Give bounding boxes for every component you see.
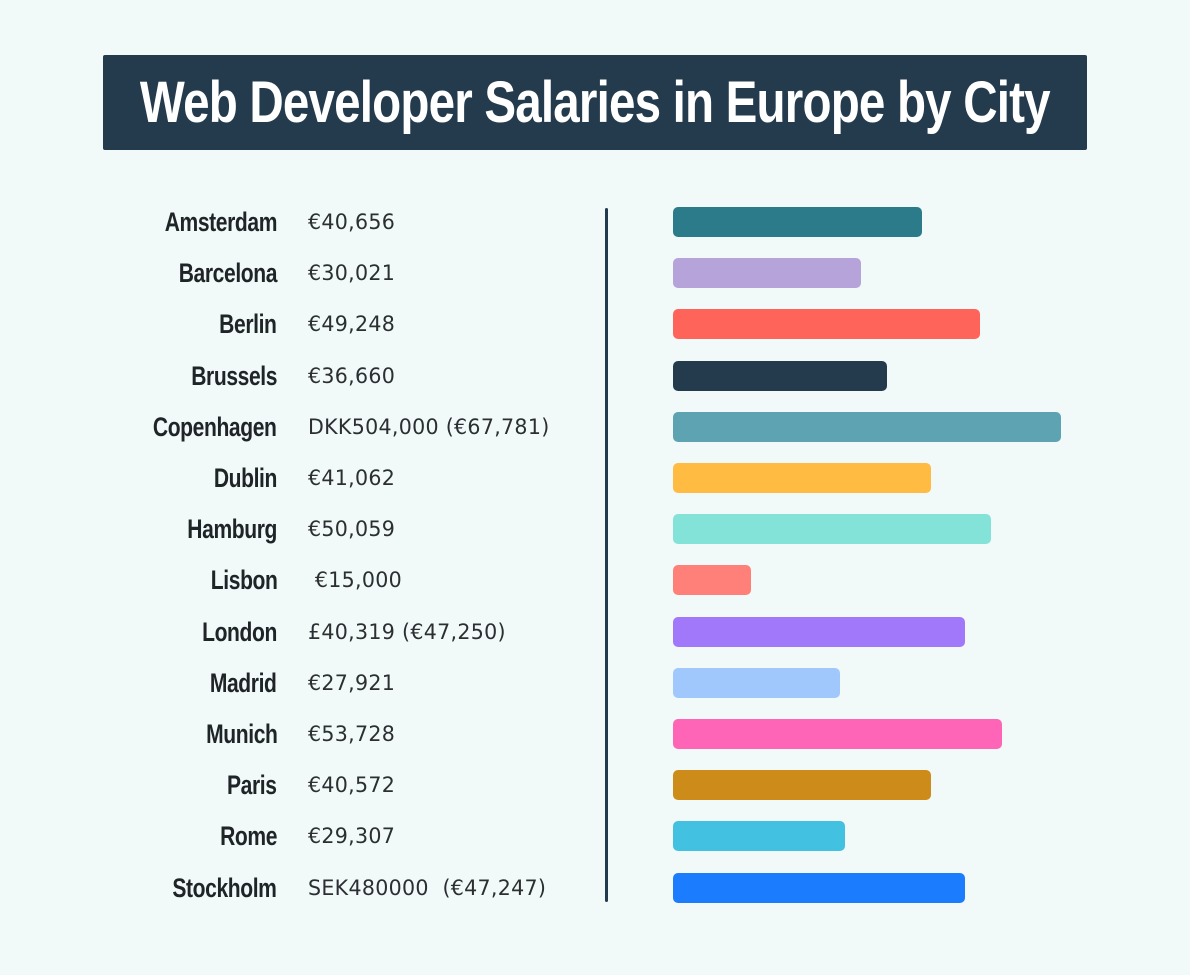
- salary-bar: [673, 872, 965, 903]
- chart-row-madrid: Madrid €27,921: [0, 658, 1190, 709]
- salary-bar: [673, 719, 1002, 749]
- chart-row-amsterdam: Amsterdam €40,656: [0, 197, 1190, 248]
- chart-row-paris: Paris €40,572: [0, 760, 1190, 811]
- city-label: Paris: [227, 770, 277, 801]
- chart-row-copenhagen: Copenhagen DKK504,000 (€67,781): [0, 402, 1190, 453]
- chart-row-dublin: Dublin €41,062: [0, 453, 1190, 504]
- chart-row-munich: Munich €53,728: [0, 709, 1190, 760]
- chart-row-stockholm: Stockholm SEK480000 (€47,247): [0, 863, 1190, 914]
- city-label: Hamburg: [187, 514, 277, 545]
- city-label: Dublin: [213, 463, 278, 493]
- salary-value: €41,062: [308, 466, 396, 490]
- city-label: Munich: [205, 719, 278, 749]
- chart-row-hamburg: Hamburg €50,059: [0, 504, 1190, 555]
- salary-value: €27,921: [308, 670, 396, 695]
- city-label: Rome: [220, 821, 277, 852]
- salary-value: €53,728: [308, 722, 396, 746]
- city-label: Berlin: [219, 309, 278, 340]
- salary-bar: [673, 616, 965, 647]
- salary-value: DKK504,000 (€67,781): [308, 414, 550, 439]
- salary-bar: [673, 463, 931, 493]
- chart-row-berlin: Berlin €49,248: [0, 299, 1190, 350]
- salary-bar: [673, 565, 751, 596]
- salary-bar: [673, 360, 887, 391]
- chart-row-rome: Rome €29,307: [0, 811, 1190, 862]
- salary-value: €50,059: [308, 517, 396, 542]
- salary-bar: [673, 309, 980, 340]
- chart-row-brussels: Brussels €36,660: [0, 351, 1190, 402]
- city-label: Madrid: [210, 667, 277, 698]
- city-label: London: [202, 616, 277, 647]
- salary-bar: [673, 667, 840, 698]
- city-label: Copenhagen: [153, 411, 277, 442]
- chart-title: Web Developer Salaries in Europe by City: [140, 69, 1051, 135]
- salary-value: SEK480000 (€47,247): [308, 875, 547, 900]
- title-banner: Web Developer Salaries in Europe by City: [103, 55, 1087, 150]
- chart-row-lisbon: Lisbon €15,000: [0, 555, 1190, 606]
- chart-row-london: London £40,319 (€47,250): [0, 607, 1190, 658]
- city-label: Stockholm: [172, 872, 278, 903]
- city-label: Barcelona: [178, 258, 278, 289]
- salary-bar: [673, 770, 931, 801]
- salary-value: €15,000: [308, 568, 403, 593]
- salary-value: £40,319 (€47,250): [308, 619, 506, 644]
- divider-line: [605, 208, 608, 902]
- salary-value: €40,656: [308, 210, 396, 234]
- salary-bar: [673, 258, 861, 289]
- salary-value: €36,660: [308, 363, 396, 388]
- salary-value: €49,248: [308, 312, 396, 337]
- salary-value: €29,307: [308, 824, 396, 849]
- salary-bar: [673, 821, 845, 852]
- city-label: Lisbon: [210, 565, 277, 596]
- salary-bar: [673, 411, 1061, 442]
- salary-bar: [673, 514, 991, 545]
- salary-value: €40,572: [308, 773, 396, 798]
- chart-row-barcelona: Barcelona €30,021: [0, 248, 1190, 299]
- salary-bar: [673, 207, 922, 237]
- city-label: Amsterdam: [164, 207, 278, 237]
- salary-value: €30,021: [308, 261, 396, 286]
- city-label: Brussels: [191, 360, 277, 391]
